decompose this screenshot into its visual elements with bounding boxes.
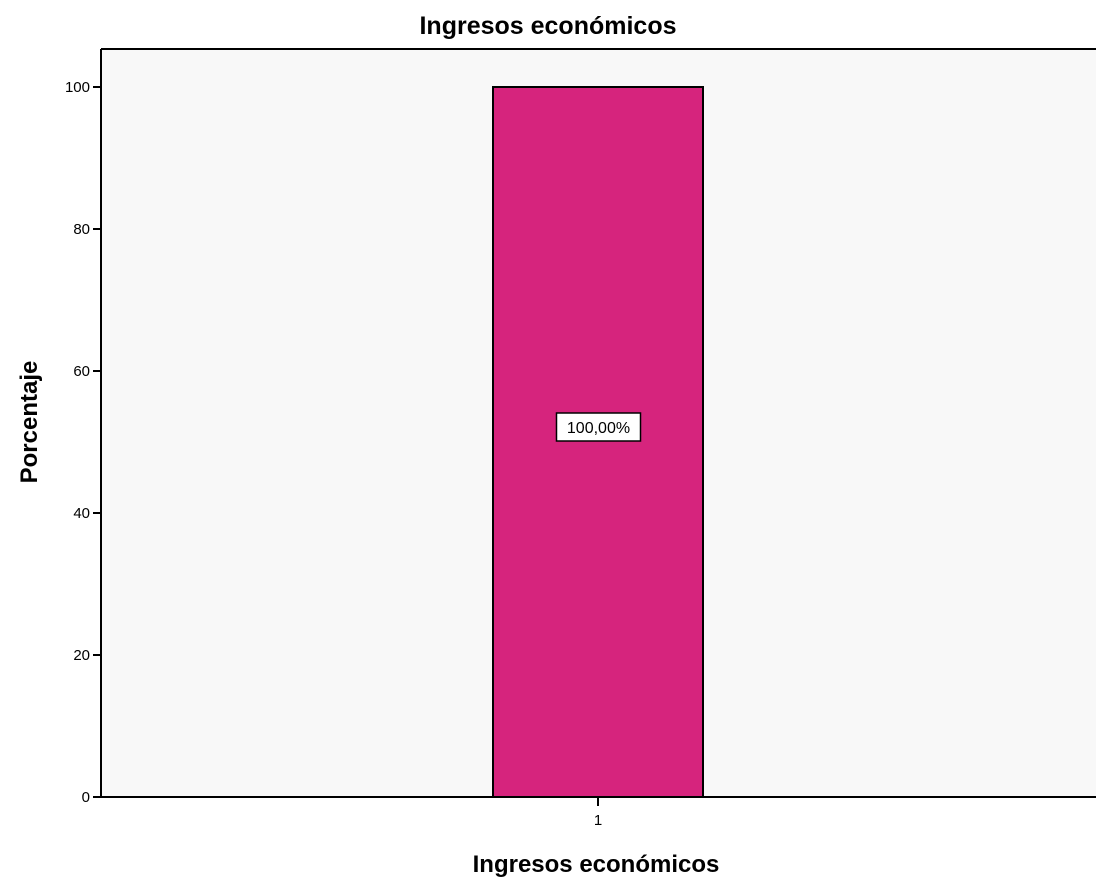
y-tick-label: 100 <box>65 79 90 96</box>
y-tick-label: 80 <box>73 221 90 238</box>
x-axis-label: Ingresos económicos <box>473 851 720 878</box>
y-tick-label: 20 <box>73 647 90 664</box>
data-labels-layer: 100,00% <box>555 412 642 442</box>
bar <box>492 86 704 798</box>
axes-layer: 0 20 40 60 80 100 1 <box>65 48 1096 829</box>
chart-title: Ingresos económicos <box>419 12 676 40</box>
x-tick-label: 1 <box>594 812 602 829</box>
bars-layer <box>492 86 704 798</box>
y-tick-label: 60 <box>73 363 90 380</box>
y-tick-label: 40 <box>73 505 90 522</box>
data-label-box <box>555 412 642 442</box>
data-label: 100,00% <box>567 420 630 437</box>
y-axis-label: Porcentaje <box>16 361 43 484</box>
y-tick-label: 0 <box>82 789 90 806</box>
